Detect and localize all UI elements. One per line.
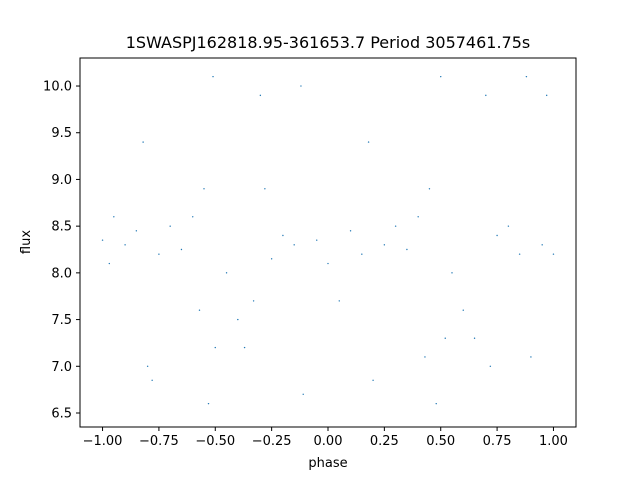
scatter-points [101,75,555,405]
data-point [552,253,555,255]
data-point [113,216,115,218]
x-tick-label: 1.00 [539,434,568,449]
chart-title: 1SWASPJ162818.95-361653.7 Period 3057461… [126,33,531,52]
data-point [302,393,304,395]
data-point [451,272,453,274]
data-point [142,141,144,143]
data-point [435,402,437,405]
data-point [525,75,528,78]
data-point [406,248,408,251]
data-point [293,244,295,246]
data-point [428,188,431,190]
data-point [282,234,284,237]
data-point [243,346,246,349]
data-point [545,94,548,97]
data-point [338,300,340,302]
data-point [203,188,205,190]
data-point [473,337,476,339]
data-point [361,253,363,255]
data-point [192,216,194,218]
data-point [198,309,201,311]
data-point [124,244,126,246]
data-point [108,262,111,265]
x-tick-label: −0.50 [195,434,235,449]
y-tick-label: 9.5 [51,126,72,141]
data-point [135,230,138,232]
data-point [252,300,255,302]
data-point [496,234,498,237]
data-point [316,239,318,241]
data-point [212,75,214,78]
data-point [372,379,374,381]
x-tick-label: 0.25 [370,434,399,449]
x-tick-label: 0.00 [314,434,343,449]
x-axis-label: phase [308,456,347,471]
data-point [151,379,153,381]
x-tick-label: 0.50 [426,434,455,449]
y-tick-label: 10.0 [43,80,72,95]
data-point [259,94,262,97]
x-tick-label: 0.75 [483,434,512,449]
y-tick-label: 7.5 [51,313,72,328]
data-point [300,85,302,87]
data-point [158,253,160,255]
y-tick-label: 7.0 [51,360,72,375]
data-point [237,318,239,321]
data-point [101,239,104,241]
data-point [394,225,397,227]
data-point [518,253,521,255]
data-point [225,272,228,274]
data-point [264,188,266,190]
x-tick-label: −0.75 [139,434,179,449]
y-axis-label: flux [19,230,34,254]
y-tick-label: 9.0 [51,173,72,188]
data-point [462,309,464,311]
data-point [169,225,171,227]
x-tick-label: −1.00 [83,434,123,449]
data-point [424,356,426,358]
data-point [327,262,329,265]
data-point [180,248,183,251]
data-point [207,402,210,405]
x-tick-label: −0.25 [252,434,292,449]
y-axis-ticks: 6.5 7.0 7.5 8.0 8.5 9.0 9.5 10.0 [43,80,80,421]
x-axis-ticks: −1.00 −0.75 −0.50 −0.25 0.00 0.25 0.50 0.75 1.00 [83,427,568,449]
data-point [530,356,532,358]
y-tick-label: 8.0 [51,266,72,281]
data-point [383,244,386,246]
data-point [507,225,510,227]
data-point [440,75,442,78]
y-tick-label: 6.5 [51,406,72,421]
data-point [270,258,273,260]
data-point [146,365,149,367]
data-point [485,94,487,97]
data-point [444,337,446,339]
data-point [541,244,543,246]
data-point [367,141,370,143]
data-point [489,365,492,367]
data-point [214,346,216,349]
y-tick-label: 8.5 [51,220,72,235]
data-point [417,216,419,218]
data-point [349,230,352,232]
